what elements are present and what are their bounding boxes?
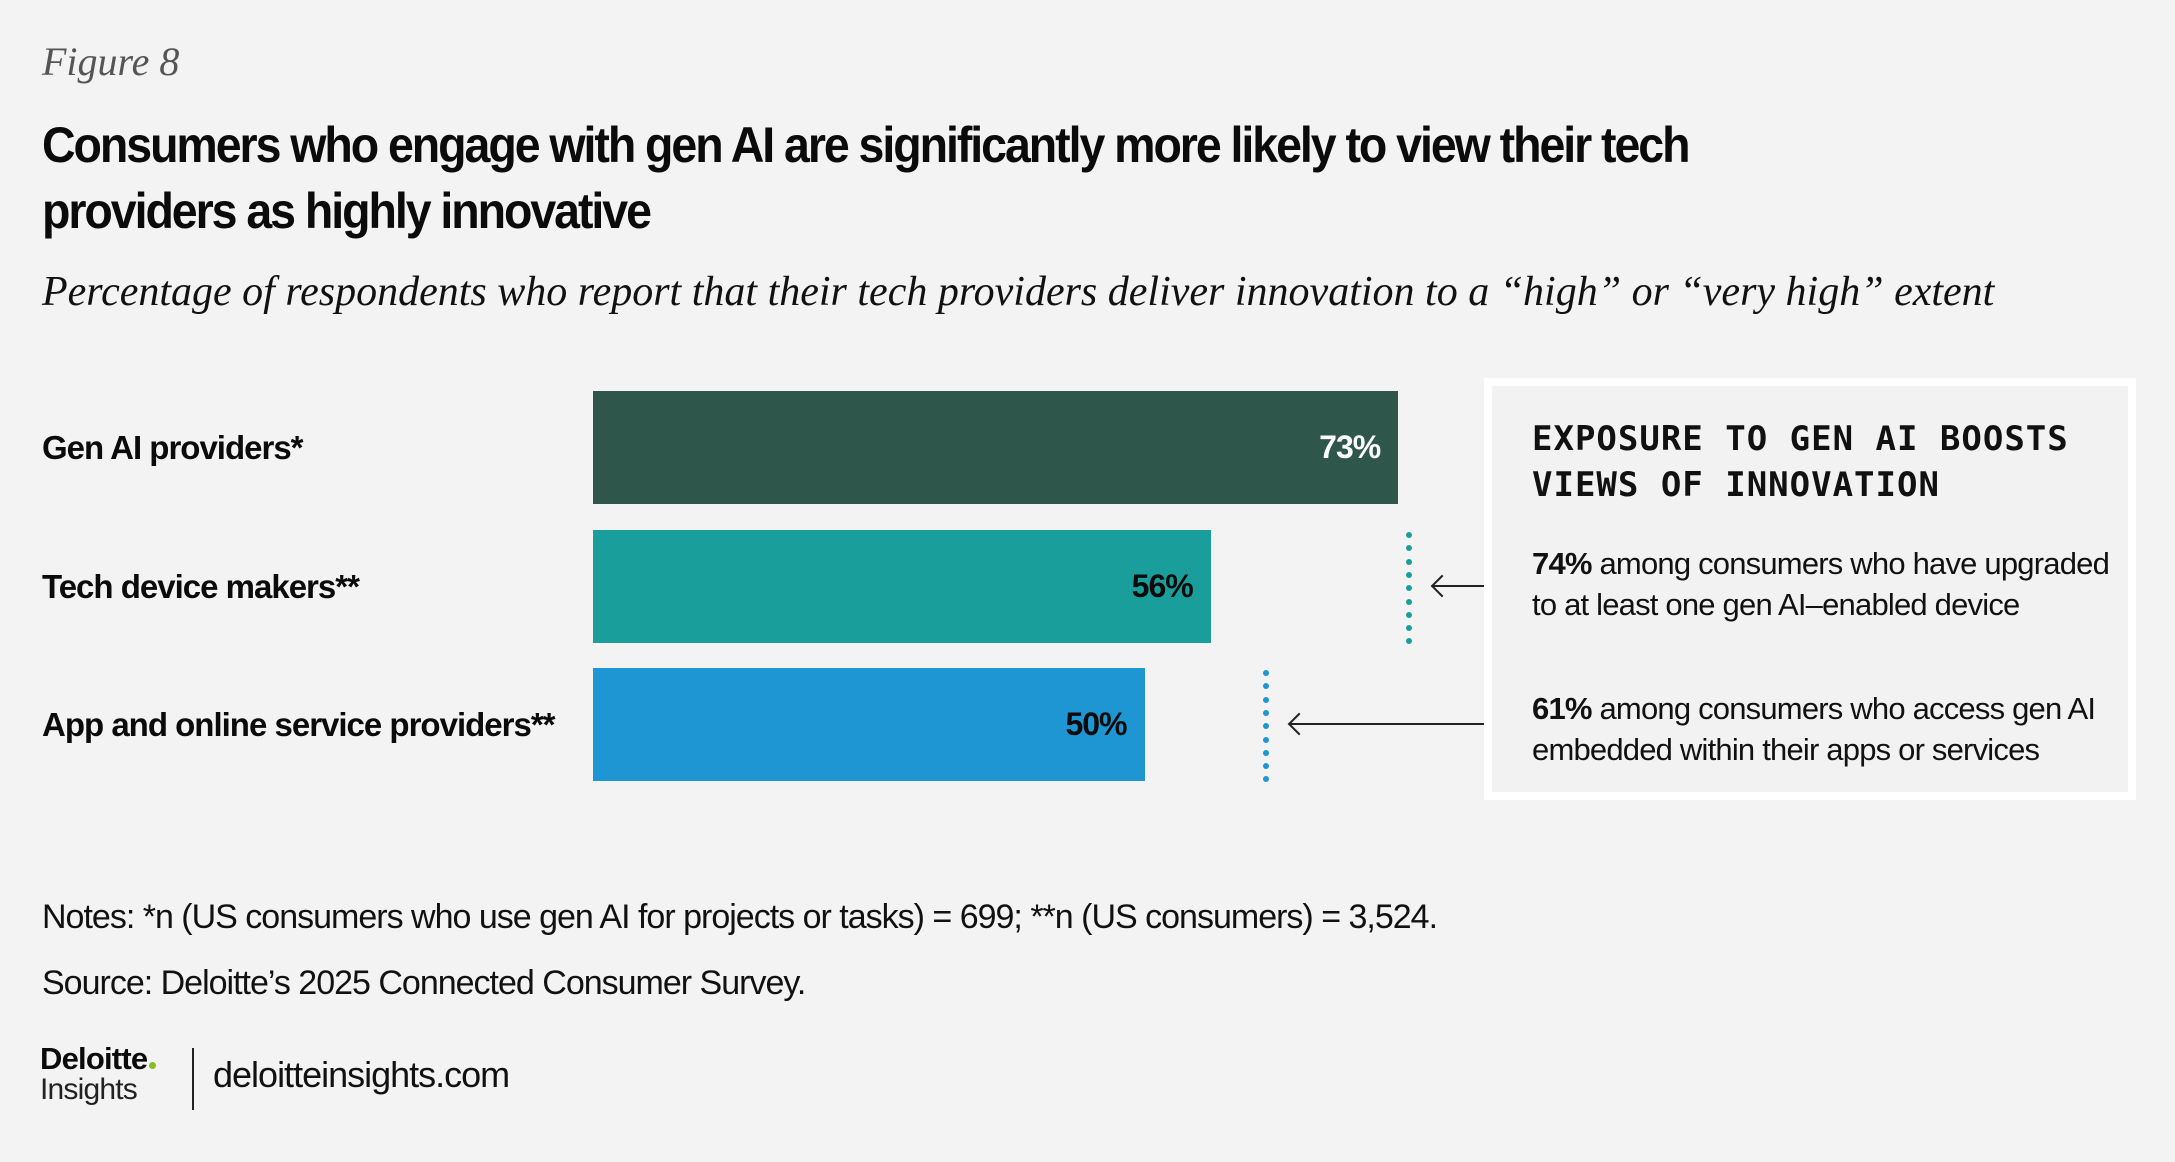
site-link[interactable]: deloitteinsights.com <box>213 1054 510 1095</box>
annotation-dot <box>1262 749 1269 756</box>
annotation-dot <box>1262 683 1269 690</box>
callout-box: Exposure to gen AI boosts views of innov… <box>1484 378 2136 800</box>
callout-stat-apps: 61% among consumers who access gen AI em… <box>1532 688 2112 770</box>
callout-stat-value: 61% <box>1532 691 1592 726</box>
annotation-dot <box>1406 638 1413 645</box>
figure-label: Figure 8 <box>42 39 180 84</box>
callout-stat-device: 74% among consumers who have upgraded to… <box>1532 543 2112 625</box>
bar-value-label: 73% <box>1319 429 1381 465</box>
annotation-dot <box>1406 625 1413 632</box>
callout-title: Exposure to gen AI boosts views of innov… <box>1532 419 2069 505</box>
annotation-dot <box>1406 545 1413 552</box>
annotation-dot <box>1406 532 1413 538</box>
callout-panel: Exposure to gen AI boosts views of innov… <box>1492 386 2128 792</box>
arrow-head-icon <box>1430 574 1454 598</box>
callout-stat-text: among consumers who access gen AI embedd… <box>1532 691 2096 767</box>
callout-stat-value: 74% <box>1532 546 1592 581</box>
annotation-dot <box>1406 558 1413 565</box>
logo-sub: Insights <box>40 1073 138 1106</box>
bar-value-label: 56% <box>1131 568 1194 604</box>
annotation-dot <box>1262 709 1269 716</box>
callout-stat-text: among consumers who have upgraded to at … <box>1532 546 2110 622</box>
category-label: App and online service providers** <box>42 706 555 743</box>
notes: Notes: *n (US consumers who use gen AI f… <box>42 898 1438 936</box>
annotation-dot <box>1406 571 1413 578</box>
arrow-left-icon <box>1433 585 1484 587</box>
category-label: Tech device makers** <box>42 568 360 605</box>
logo-brand-text: Deloitte <box>40 1041 148 1076</box>
bar-value-label: 50% <box>1065 706 1127 742</box>
logo-brand: Deloitte <box>40 1041 157 1076</box>
annotation-dot <box>1262 723 1269 730</box>
chart-title: Consumers who engage with gen AI are sig… <box>42 117 1691 239</box>
arrow-head-icon <box>1287 712 1311 736</box>
annotation-dot <box>1406 611 1413 618</box>
bar <box>593 668 1145 781</box>
logo-divider <box>192 1048 194 1110</box>
annotation-dot <box>1262 696 1269 703</box>
annotation-dot <box>1262 763 1269 770</box>
annotation-dotted-line <box>1406 532 1413 645</box>
annotation-dot <box>1262 736 1269 743</box>
annotation-dot <box>1262 776 1269 783</box>
source: Source: Deloitte’s 2025 Connected Consum… <box>42 964 806 1002</box>
category-label: Gen AI providers* <box>42 429 304 466</box>
annotation-dot <box>1406 585 1413 592</box>
chart-subtitle: Percentage of respondents who report tha… <box>42 269 1995 315</box>
logo-dot-icon <box>149 1062 157 1069</box>
bar <box>593 530 1211 643</box>
annotation-dotted-line <box>1262 670 1269 783</box>
bar <box>593 391 1399 504</box>
annotation-dot <box>1406 598 1413 605</box>
arrow-left-icon <box>1289 723 1484 725</box>
annotation-dot <box>1262 670 1269 676</box>
deloitte-insights-logo: Deloitte Insights <box>40 1041 157 1106</box>
